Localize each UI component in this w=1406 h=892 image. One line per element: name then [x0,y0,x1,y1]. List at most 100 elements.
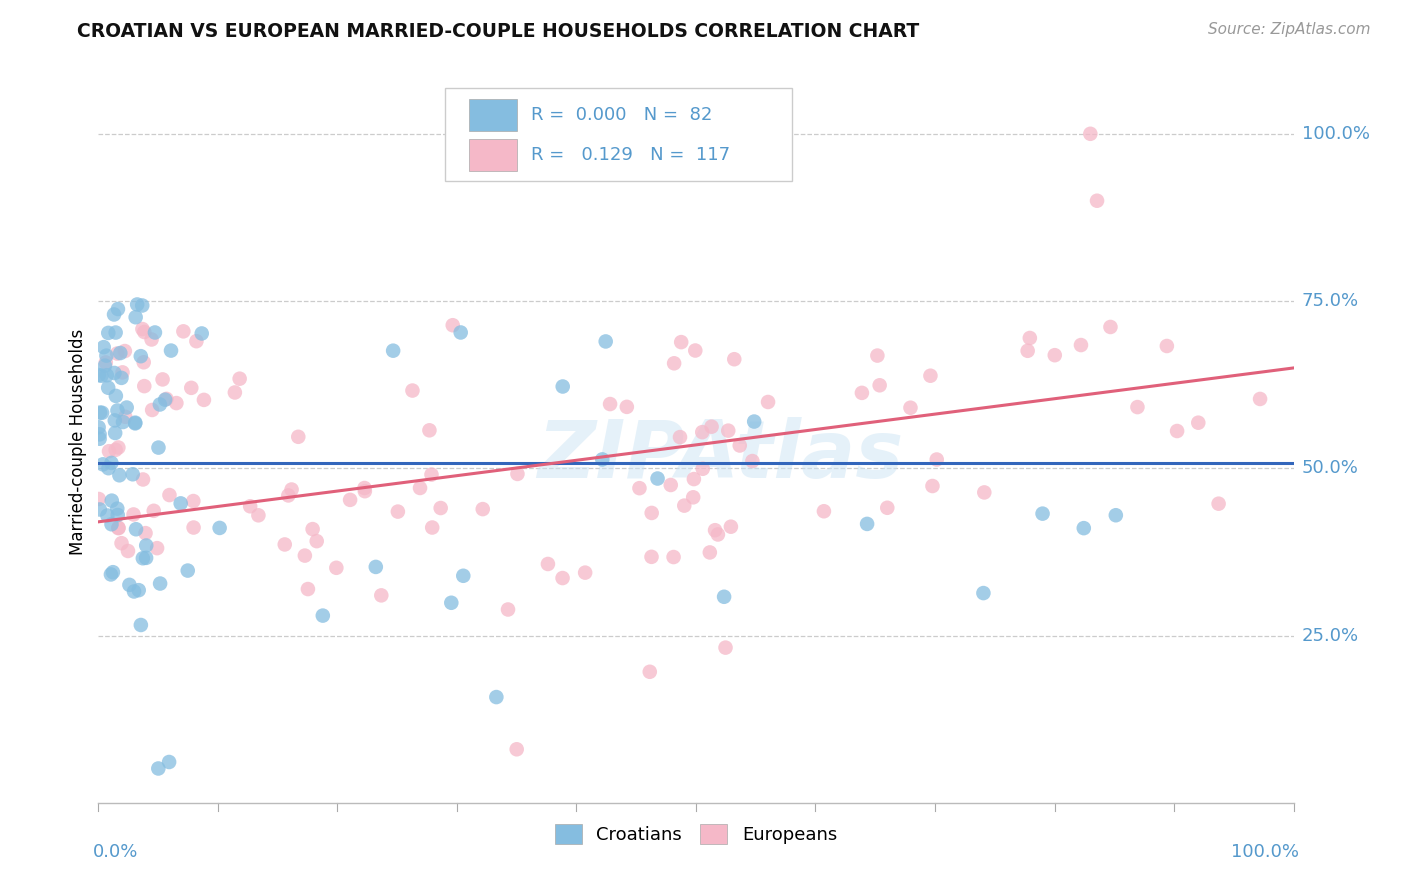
Point [103,308,125,322]
Point [876,500,898,515]
Point [920,368,942,383]
Point [851,385,873,400]
Point [756,395,779,409]
Point [89,432,111,446]
Point [165,396,187,410]
FancyBboxPatch shape [470,139,517,171]
Point [692,462,714,476]
Point [97,326,120,340]
Point [104,425,127,440]
Point [134,325,156,339]
Point [485,690,508,704]
Point [107,301,129,316]
Point [506,742,529,756]
Point [100,456,122,470]
Text: 0.0%: 0.0% [93,843,138,861]
Point [1187,416,1209,430]
Point [353,484,375,499]
Point [107,441,129,455]
Point [453,568,475,582]
Point [152,372,174,386]
Point [387,505,409,519]
Point [90,368,112,383]
Point [100,567,122,582]
Point [1032,507,1054,521]
Point [155,392,177,406]
Point [1018,331,1040,345]
Point [471,502,494,516]
Point [1099,320,1122,334]
Point [1105,508,1128,523]
Point [551,379,574,393]
Point [1126,400,1149,414]
Point [294,549,316,563]
Point [107,521,129,535]
Point [418,423,440,437]
Point [301,522,323,536]
Point [122,584,145,599]
Point [127,297,149,311]
Point [89,406,111,420]
Point [1249,392,1271,406]
Point [1017,343,1039,358]
Text: 100.0%: 100.0% [1232,843,1299,861]
Point [128,583,150,598]
Point [247,508,270,523]
Point [690,425,713,439]
FancyBboxPatch shape [446,87,792,181]
Point [180,381,202,395]
Point [599,397,621,411]
Point [149,397,172,411]
Point [866,349,889,363]
Point [97,461,120,475]
Point [297,582,319,596]
Point [107,508,129,522]
Point [170,496,193,510]
Text: 100.0%: 100.0% [1302,125,1369,143]
Point [1156,339,1178,353]
Point [103,366,125,380]
Point [110,346,132,360]
Point [186,334,208,348]
Point [704,523,727,537]
Point [132,551,155,566]
Point [115,401,138,415]
Point [325,561,347,575]
Point [274,537,297,551]
Point [104,326,127,340]
Point [1208,497,1230,511]
Point [591,452,613,467]
Point [183,494,205,508]
Point [101,565,124,579]
Point [91,406,114,420]
Point [110,536,132,550]
Point [420,467,443,482]
Point [190,326,212,341]
Point [551,571,574,585]
Point [700,419,723,434]
Point [364,560,387,574]
Text: R =   0.129   N =  117: R = 0.129 N = 117 [531,146,730,164]
Point [224,385,246,400]
Legend: Croatians, Europeans: Croatians, Europeans [548,817,844,852]
Point [105,346,128,360]
Point [89,502,111,516]
Point [146,541,169,556]
Text: CROATIAN VS EUROPEAN MARRIED-COUPLE HOUSEHOLDS CORRELATION CHART: CROATIAN VS EUROPEAN MARRIED-COUPLE HOUS… [77,22,920,41]
Point [713,590,735,604]
Point [89,427,111,442]
Point [143,326,166,340]
Text: 75.0%: 75.0% [1302,292,1360,310]
Point [107,521,129,535]
Point [409,481,432,495]
Point [339,492,361,507]
Point [117,544,139,558]
Point [91,458,114,472]
Point [1043,348,1066,362]
Point [662,549,685,564]
Point [1073,521,1095,535]
Point [429,501,451,516]
Point [124,310,146,325]
Point [401,384,423,398]
Point [105,501,128,516]
